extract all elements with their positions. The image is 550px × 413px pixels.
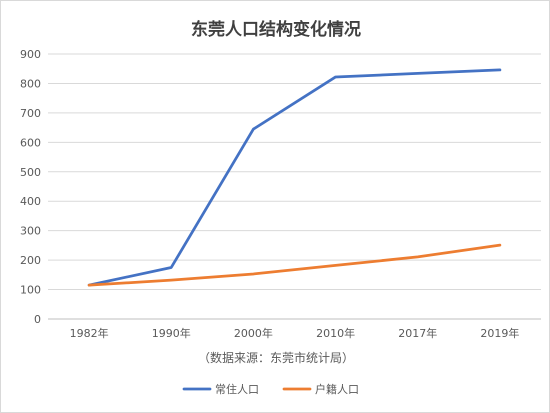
x-tick-label: 2010年 <box>316 326 355 340</box>
y-tick-label: 900 <box>20 48 41 61</box>
y-tick-label: 600 <box>20 136 41 149</box>
chart-title: 东莞人口结构变化情况 <box>191 19 361 40</box>
legend-label: 户籍人口 <box>315 382 359 396</box>
series-line-2 <box>87 243 502 287</box>
x-tick-label: 2017年 <box>398 326 437 340</box>
y-tick-label: 0 <box>34 313 41 326</box>
x-tick-label: 1990年 <box>152 326 191 340</box>
y-tick-label: 400 <box>20 195 41 208</box>
y-tick-label: 700 <box>20 107 41 120</box>
legend: 常住人口 户籍人口 <box>182 382 359 396</box>
gridlines <box>48 53 541 320</box>
x-axis-label: （数据来源：东莞市统计局） <box>198 350 354 365</box>
legend-label: 常住人口 <box>215 382 259 396</box>
series-line-1 <box>87 68 502 287</box>
x-tick-label: 1982年 <box>70 326 109 340</box>
y-tick-label: 500 <box>20 166 41 179</box>
x-axis-ticks: 1982年 1990年 2000年 2010年 2017年 2019年 <box>70 326 520 340</box>
x-tick-label: 2019年 <box>480 326 519 340</box>
series-lines <box>87 68 502 287</box>
y-tick-label: 800 <box>20 77 41 90</box>
y-tick-label: 200 <box>20 254 41 267</box>
y-tick-label: 300 <box>20 225 41 238</box>
y-tick-label: 100 <box>20 284 41 297</box>
y-axis-ticks: 0 100 200 300 400 500 600 700 800 900 <box>20 48 41 326</box>
x-tick-label: 2000年 <box>234 326 273 340</box>
